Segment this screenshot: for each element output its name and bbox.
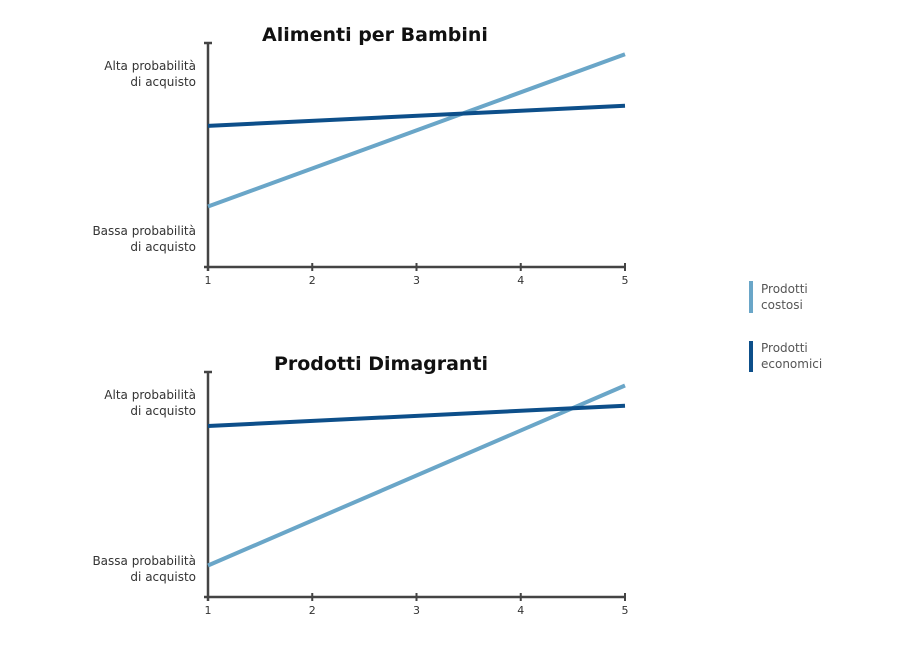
y-label-low-line1: Bassa probabilità (92, 554, 196, 568)
legend: Prodotti costosi Prodotti economici (749, 281, 822, 372)
x-tick-label: 4 (517, 274, 524, 287)
series-line (207, 403, 626, 428)
legend-label-economici-line2: economici (761, 357, 822, 371)
y-label-low-line2: di acquisto (130, 570, 196, 584)
legend-label-costosi-line2: costosi (761, 298, 803, 312)
x-tick-label: 3 (413, 274, 420, 287)
x-tick-label: 2 (309, 604, 316, 617)
series-line (207, 103, 626, 128)
plot-area: 1 2 3 4 5 (204, 370, 629, 617)
y-label-low-line2: di acquisto (130, 240, 196, 254)
x-tick-label: 1 (205, 604, 212, 617)
x-tick-label: 2 (309, 274, 316, 287)
legend-swatch-economici (749, 341, 753, 372)
legend-swatch-costosi (749, 281, 753, 313)
plot-area: 1 2 3 4 5 (204, 41, 629, 287)
legend-label-costosi-line1: Prodotti (761, 282, 808, 296)
chart-dimagranti: Prodotti Dimagranti Alta probabilità di … (92, 353, 628, 617)
series-line (207, 52, 626, 209)
y-label-high-line1: Alta probabilità (104, 388, 196, 402)
y-label-high-line1: Alta probabilità (104, 59, 196, 73)
y-label-high-line2: di acquisto (130, 404, 196, 418)
x-tick-label: 3 (413, 604, 420, 617)
x-tick-label: 4 (517, 604, 524, 617)
chart-alimenti: Alimenti per Bambini Alta probabilità di… (92, 24, 628, 287)
chart-title: Prodotti Dimagranti (274, 353, 488, 375)
legend-label-economici-line1: Prodotti (761, 341, 808, 355)
x-tick-label: 5 (622, 274, 629, 287)
y-label-low-line1: Bassa probabilità (92, 224, 196, 238)
chart-title: Alimenti per Bambini (262, 24, 488, 46)
x-tick-label: 5 (622, 604, 629, 617)
x-tick-label: 1 (205, 274, 212, 287)
y-label-high-line2: di acquisto (130, 75, 196, 89)
series-line (207, 383, 626, 568)
